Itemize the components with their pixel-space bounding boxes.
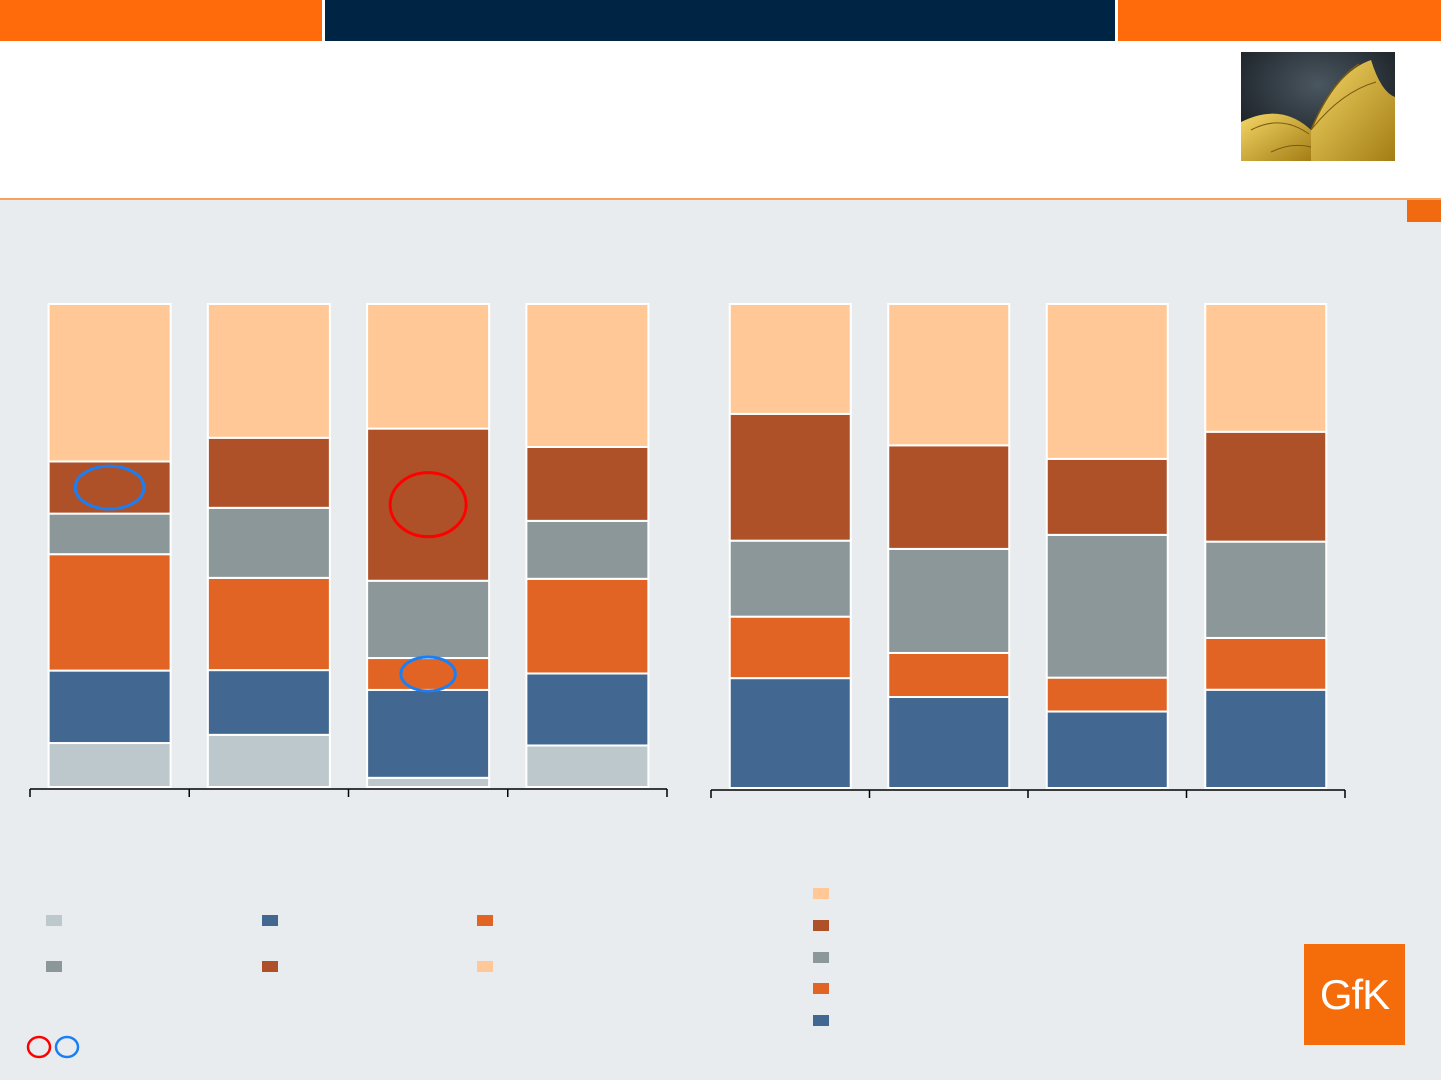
legend-right-item: [813, 888, 837, 899]
legend-right-swatch: [813, 888, 829, 899]
legend-right-item: [813, 920, 837, 931]
bar-segment-chart1-cat1-series5: [47, 460, 172, 515]
bar-segment-chart1-cat3-series5: [366, 427, 491, 582]
corner-tab: [1407, 200, 1441, 222]
bar-segment-chart2-cat4-series3: [1204, 540, 1328, 639]
gfk-logo: GfK: [1304, 944, 1405, 1045]
legend-right-swatch: [813, 983, 829, 994]
bar-segment-chart1-cat1-series1: [47, 742, 172, 788]
bar-segment-chart2-cat2-series4: [887, 444, 1011, 550]
bar-segment-chart2-cat4-series1: [1204, 688, 1328, 789]
bar-segment-chart2-cat3-series2: [1045, 676, 1169, 713]
bar-segment-chart2-cat4-series5: [1204, 303, 1328, 433]
bar-segment-chart2-cat4-series4: [1204, 430, 1328, 543]
legend-left-item: [262, 915, 286, 926]
bar-segment-chart1-cat4-series2: [525, 672, 650, 747]
bar-segment-chart1-cat3-series2: [366, 688, 491, 779]
legend-right-swatch: [813, 920, 829, 931]
bar-segment-chart1-cat2-series6: [206, 303, 331, 439]
bar-segment-chart1-cat2-series2: [206, 669, 331, 736]
top-bar-orange-left: [0, 0, 322, 41]
legend-left-swatch: [262, 961, 278, 972]
highlight-ellipse-2: [388, 471, 468, 539]
top-bar-orange-right: [1118, 0, 1441, 41]
bar-segment-chart2-cat1-series1: [728, 677, 852, 790]
bar-segment-chart2-cat2-series3: [887, 547, 1011, 654]
bar-segment-chart1-cat3-series1: [366, 776, 491, 788]
bar-segment-chart2-cat3-series1: [1045, 710, 1169, 790]
bar-segment-chart2-cat3-series3: [1045, 533, 1169, 679]
bar-segment-chart1-cat1-series6: [47, 303, 172, 463]
bar-segment-chart2-cat1-series2: [728, 615, 852, 680]
legend-right-swatch: [813, 1015, 829, 1026]
legend-right-item: [813, 1015, 837, 1026]
blue-circle-marker: [54, 1035, 80, 1059]
legend-right-item: [813, 952, 837, 963]
bar-segment-chart1-cat2-series3: [206, 576, 331, 672]
bar-segment-chart1-cat1-series3: [47, 553, 172, 672]
legend-left-item: [46, 961, 70, 972]
top-bar: [0, 0, 1441, 41]
bar-segment-chart2-cat2-series5: [887, 303, 1011, 447]
bar-segment-chart1-cat3-series4: [366, 579, 491, 660]
legend-left-swatch: [46, 915, 62, 926]
bar-segment-chart2-cat2-series2: [887, 651, 1011, 699]
bar-segment-chart2-cat1-series4: [728, 412, 852, 542]
legend-left-swatch: [46, 961, 62, 972]
bar-segment-chart1-cat1-series4: [47, 512, 172, 556]
legend-left-swatch: [477, 961, 493, 972]
highlight-ellipse-3: [399, 655, 457, 693]
bar-segment-chart1-cat4-series6: [525, 303, 650, 448]
legend-left-item: [262, 961, 286, 972]
slide-header: [0, 41, 1441, 198]
bar-segment-chart1-cat2-series4: [206, 506, 331, 579]
bar-segment-chart2-cat1-series3: [728, 539, 852, 618]
bar-segment-chart1-cat4-series1: [525, 744, 650, 788]
legend-left-item: [46, 915, 70, 926]
legend-left-item: [477, 915, 501, 926]
legend-right-swatch: [813, 952, 829, 963]
bar-segment-chart1-cat4-series4: [525, 519, 650, 580]
bar-segment-chart2-cat2-series1: [887, 696, 1011, 789]
bar-segment-chart1-cat1-series2: [47, 669, 172, 745]
bar-segment-chart1-cat2-series1: [206, 733, 331, 788]
header-divider: [0, 198, 1441, 200]
bar-segment-chart1-cat2-series5: [206, 436, 331, 509]
bar-segment-chart2-cat3-series4: [1045, 457, 1169, 536]
bar-segment-chart2-cat3-series5: [1045, 303, 1169, 460]
legend-right-item: [813, 983, 837, 994]
bar-segment-chart2-cat1-series5: [728, 303, 852, 415]
highlight-ellipse-1: [73, 464, 146, 511]
top-bar-navy: [325, 0, 1115, 41]
legend-left-swatch: [262, 915, 278, 926]
red-circle-marker: [26, 1035, 52, 1059]
legend-left-swatch: [477, 915, 493, 926]
bar-segment-chart1-cat3-series3: [366, 657, 491, 691]
annotation-key: [26, 1035, 80, 1059]
bar-segment-chart1-cat4-series3: [525, 577, 650, 675]
bar-segment-chart1-cat3-series6: [366, 303, 491, 430]
open-book-photo: [1241, 52, 1395, 161]
bar-segment-chart1-cat4-series5: [525, 445, 650, 522]
bar-segment-chart2-cat4-series2: [1204, 636, 1328, 691]
legend-left-item: [477, 961, 501, 972]
